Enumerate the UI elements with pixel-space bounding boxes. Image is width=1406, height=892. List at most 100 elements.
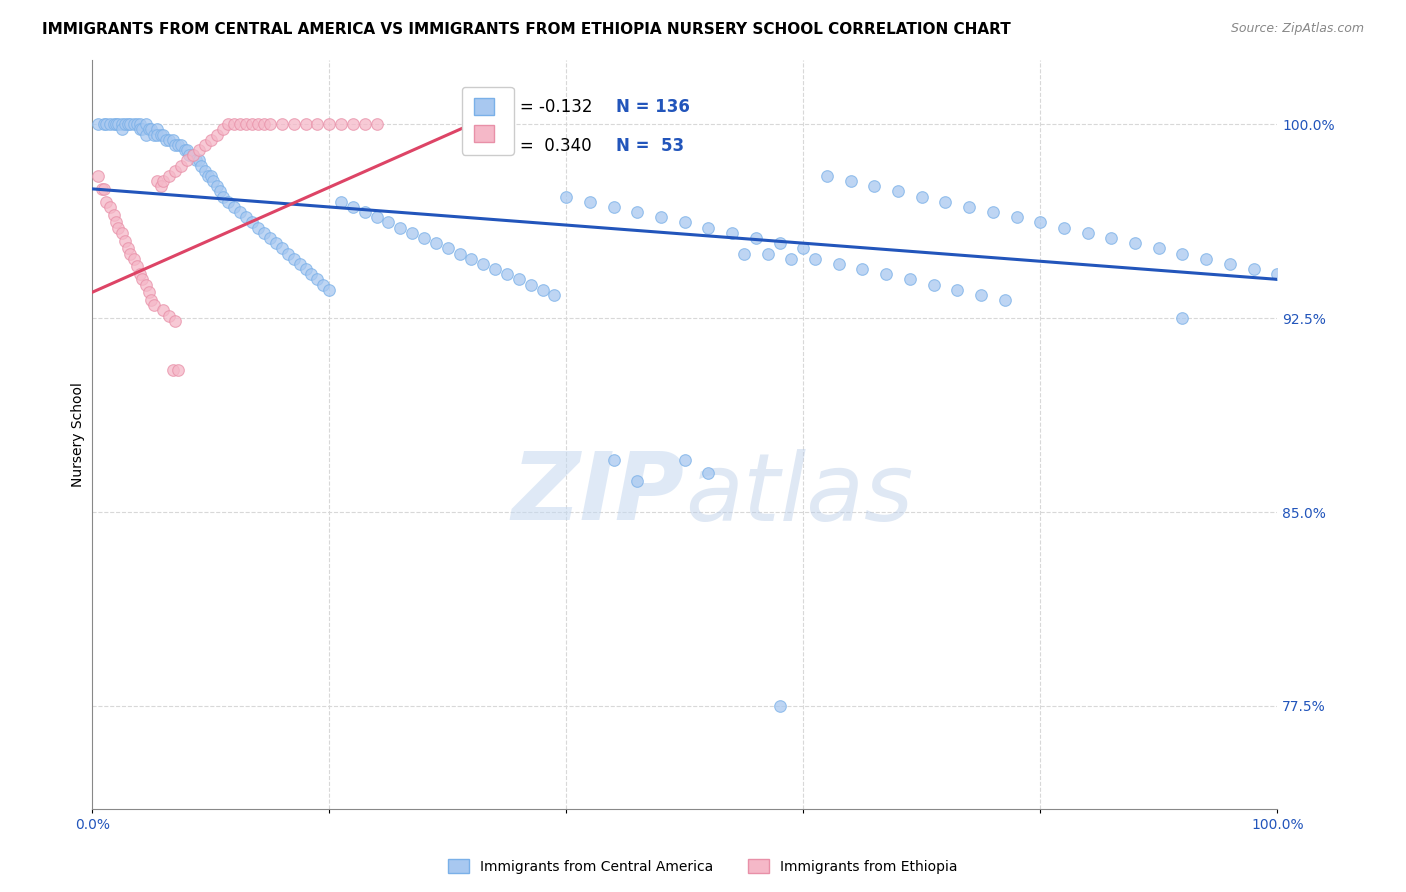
Point <box>176 153 198 168</box>
Point <box>318 283 340 297</box>
Text: atlas: atlas <box>685 449 912 540</box>
Point <box>496 267 519 281</box>
Point <box>318 117 340 131</box>
Point <box>111 226 134 240</box>
Point <box>122 252 145 266</box>
Point <box>138 285 160 300</box>
Point <box>186 153 208 168</box>
Point <box>152 174 174 188</box>
Point <box>229 205 252 219</box>
Text: N = 136: N = 136 <box>616 98 690 116</box>
Point <box>1219 257 1241 271</box>
Point <box>166 137 188 152</box>
Point <box>142 298 165 312</box>
Point <box>103 117 125 131</box>
Point <box>190 159 212 173</box>
Point <box>259 231 281 245</box>
Text: IMMIGRANTS FROM CENTRAL AMERICA VS IMMIGRANTS FROM ETHIOPIA NURSERY SCHOOL CORRE: IMMIGRANTS FROM CENTRAL AMERICA VS IMMIG… <box>42 22 1011 37</box>
Point <box>353 117 375 131</box>
Point <box>107 220 129 235</box>
Point <box>98 200 121 214</box>
Point <box>1053 220 1076 235</box>
Point <box>194 163 217 178</box>
Point <box>181 148 204 162</box>
Point <box>117 117 139 131</box>
Point <box>1243 262 1265 277</box>
Text: Source: ZipAtlas.com: Source: ZipAtlas.com <box>1230 22 1364 36</box>
Point <box>90 182 112 196</box>
Point <box>294 262 316 277</box>
Point <box>288 257 311 271</box>
Point <box>224 117 246 131</box>
Point <box>157 309 180 323</box>
Point <box>851 262 873 277</box>
Point <box>146 174 169 188</box>
Point <box>922 277 945 292</box>
Point <box>120 246 142 260</box>
Point <box>111 117 134 131</box>
Point <box>650 211 672 225</box>
Point <box>235 117 257 131</box>
Point <box>1147 241 1170 255</box>
Point <box>307 117 329 131</box>
Point <box>134 277 156 292</box>
Point <box>127 117 149 131</box>
Point <box>602 200 624 214</box>
Point <box>114 234 136 248</box>
Point <box>1077 226 1099 240</box>
Point <box>217 117 239 131</box>
Point <box>165 137 187 152</box>
Point <box>815 169 838 183</box>
Point <box>179 148 201 162</box>
Point <box>425 236 447 251</box>
Text: R =  0.340: R = 0.340 <box>503 136 592 155</box>
Point <box>181 148 204 162</box>
Point <box>277 246 299 260</box>
Point <box>247 117 270 131</box>
Point <box>1195 252 1218 266</box>
Point <box>165 314 187 328</box>
Point <box>209 185 232 199</box>
Point <box>141 293 163 307</box>
Point <box>152 303 174 318</box>
Point <box>307 272 329 286</box>
Point <box>166 363 188 377</box>
Point <box>114 117 136 131</box>
Point <box>200 169 222 183</box>
Point <box>93 182 115 196</box>
Point <box>377 215 399 229</box>
Point <box>197 169 219 183</box>
Point <box>187 143 209 157</box>
Legend: Immigrants from Central America, Immigrants from Ethiopia: Immigrants from Central America, Immigra… <box>441 852 965 880</box>
Point <box>1099 231 1122 245</box>
Point <box>224 200 246 214</box>
Point <box>211 189 233 203</box>
Point <box>401 226 423 240</box>
Point <box>449 246 471 260</box>
Point <box>128 122 150 136</box>
Point <box>994 293 1017 307</box>
Point <box>555 189 578 203</box>
Point <box>146 122 169 136</box>
Point <box>970 288 993 302</box>
Point <box>934 194 956 209</box>
Point <box>253 117 276 131</box>
Y-axis label: Nursery School: Nursery School <box>72 382 86 487</box>
Point <box>353 205 375 219</box>
Point <box>142 128 165 142</box>
Point <box>1265 267 1288 281</box>
Point <box>436 241 458 255</box>
Point <box>745 231 768 245</box>
Point <box>235 211 257 225</box>
Point <box>96 117 118 131</box>
Point <box>240 215 263 229</box>
Point <box>270 117 292 131</box>
Point <box>626 474 648 488</box>
Point <box>131 122 153 136</box>
Point <box>107 117 129 131</box>
Point <box>229 117 252 131</box>
Point <box>697 467 720 481</box>
Point <box>152 128 174 142</box>
Point <box>111 122 134 136</box>
Point <box>828 257 851 271</box>
